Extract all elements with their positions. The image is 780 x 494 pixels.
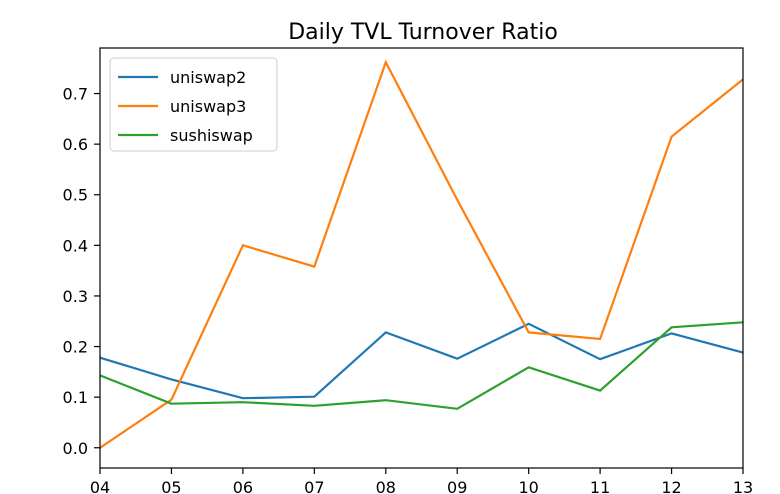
series-layer [99,59,744,449]
legend-label-uniswap3: uniswap3 [170,97,246,116]
y-tick-label: 0.5 [63,186,88,205]
y-tick-label: 0.2 [63,338,88,357]
y-tick-label: 0.0 [63,439,88,458]
series-line-uniswap3 [99,59,744,449]
legend-box [109,57,278,152]
series-line-uniswap2 [99,322,744,400]
legend-label-sushiswap: sushiswap [170,126,253,145]
plot-frame [99,47,744,469]
x-tick-label: 08 [376,478,396,494]
x-tick-label: 12 [661,478,681,494]
y-tick-label: 0.4 [63,236,88,255]
legend-label-uniswap2: uniswap2 [170,68,246,87]
x-tick-label: 10 [518,478,538,494]
x-tick-label: 06 [233,478,253,494]
y-tick-label: 0.3 [63,287,88,306]
x-tick-label: 11 [590,478,610,494]
legend: uniswap2 uniswap3 sushiswap [109,57,278,152]
chart-title: Daily TVL Turnover Ratio [288,20,558,45]
x-tick-label: 04 [90,478,110,494]
x-tick-label: 05 [161,478,181,494]
y-tick-label: 0.6 [63,135,88,154]
y-tick-label: 0.7 [63,85,88,104]
series-line-sushiswap [99,321,744,410]
y-axis: 0.0 0.1 0.2 0.3 0.4 0.5 0.6 0.7 [63,85,100,458]
x-tick-label: 13 [733,478,753,494]
x-tick-label: 09 [447,478,467,494]
x-axis: 04 05 06 07 08 09 10 11 12 13 [90,468,753,494]
x-tick-label: 07 [304,478,324,494]
y-tick-label: 0.1 [63,388,88,407]
